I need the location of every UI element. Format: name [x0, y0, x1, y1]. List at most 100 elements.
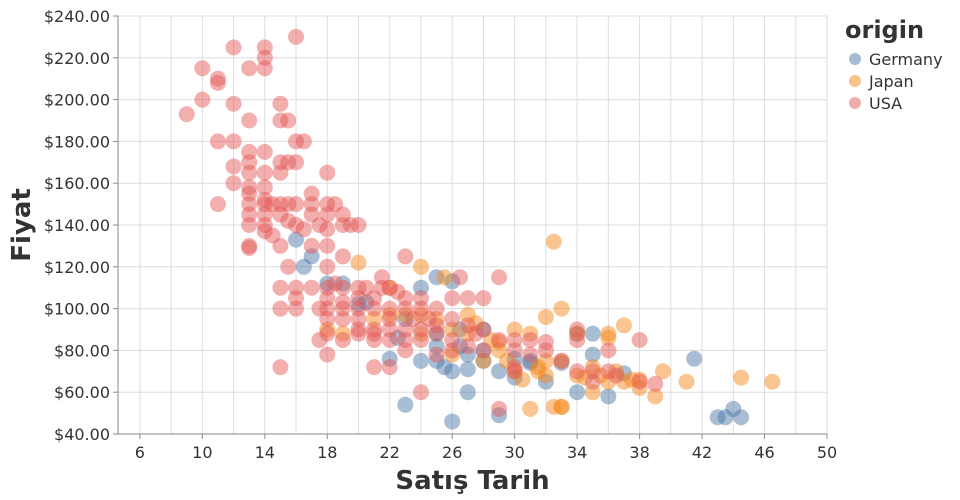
data-point-usa — [397, 321, 414, 338]
data-point-usa — [569, 331, 586, 348]
data-point-usa — [405, 311, 422, 328]
data-point-germany — [452, 338, 469, 355]
data-point-usa — [350, 290, 367, 307]
data-point-germany — [584, 325, 601, 342]
data-point-usa — [334, 331, 351, 348]
data-point-usa — [350, 321, 367, 338]
data-point-japan — [522, 325, 539, 342]
data-point-usa — [319, 221, 336, 238]
data-point-usa — [491, 269, 508, 286]
data-point-usa — [272, 196, 289, 213]
data-point-usa — [241, 179, 258, 196]
data-point-germany — [475, 321, 492, 338]
data-point-usa — [506, 363, 523, 380]
data-point-japan — [483, 331, 500, 348]
data-point-germany — [428, 269, 445, 286]
data-point-usa — [334, 300, 351, 317]
data-point-usa — [506, 342, 523, 359]
data-point-usa — [467, 325, 484, 342]
data-point-usa — [647, 375, 664, 392]
data-point-usa — [459, 290, 476, 307]
data-point-usa — [256, 206, 273, 223]
data-point-usa — [381, 311, 398, 328]
data-point-japan — [428, 311, 445, 328]
data-point-usa — [608, 367, 625, 384]
data-point-japan — [530, 363, 547, 380]
data-point-usa — [584, 363, 601, 380]
data-point-japan — [553, 398, 570, 415]
data-point-japan — [600, 373, 617, 390]
data-point-japan — [537, 367, 554, 384]
data-point-usa — [444, 331, 461, 348]
data-point-usa — [381, 279, 398, 296]
data-point-usa — [319, 346, 336, 363]
data-point-japan — [319, 321, 336, 338]
data-point-usa — [256, 49, 273, 66]
data-point-usa — [288, 196, 305, 213]
x-tick-label: 38 — [629, 443, 649, 462]
data-point-japan — [444, 346, 461, 363]
data-point-japan — [334, 325, 351, 342]
data-point-usa — [373, 279, 390, 296]
data-point-usa — [334, 206, 351, 223]
data-point-germany — [733, 409, 750, 426]
data-point-usa — [319, 279, 336, 296]
data-point-usa — [319, 300, 336, 317]
y-tick-label: $160.00 — [44, 174, 110, 193]
data-point-japan — [569, 325, 586, 342]
data-point-usa — [295, 221, 312, 238]
data-point-japan — [530, 359, 547, 376]
data-point-usa — [256, 191, 273, 208]
data-point-usa — [350, 325, 367, 342]
data-point-usa — [319, 258, 336, 275]
data-point-usa — [272, 206, 289, 223]
data-point-germany — [428, 325, 445, 342]
data-point-usa — [311, 300, 328, 317]
data-point-usa — [178, 106, 195, 123]
data-point-germany — [350, 296, 367, 313]
data-point-japan — [459, 306, 476, 323]
legend-swatch-japan — [849, 75, 861, 87]
x-tick-label: 26 — [442, 443, 462, 462]
data-point-japan — [412, 325, 429, 342]
data-point-usa — [272, 237, 289, 254]
data-point-japan — [545, 233, 562, 250]
data-points — [178, 28, 781, 430]
data-point-usa — [631, 373, 648, 390]
data-point-japan — [608, 363, 625, 380]
data-point-usa — [381, 359, 398, 376]
data-point-usa — [569, 321, 586, 338]
data-point-usa — [272, 112, 289, 129]
y-tick-label: $240.00 — [44, 7, 110, 26]
legend-swatch-usa — [849, 97, 861, 109]
data-point-usa — [428, 346, 445, 363]
data-point-japan — [569, 367, 586, 384]
data-point-usa — [256, 223, 273, 240]
data-point-japan — [467, 315, 484, 332]
data-point-usa — [272, 300, 289, 317]
data-point-usa — [522, 346, 539, 363]
data-point-japan — [397, 306, 414, 323]
data-point-usa — [475, 321, 492, 338]
data-point-germany — [319, 275, 336, 292]
data-point-usa — [366, 300, 383, 317]
data-point-usa — [209, 196, 226, 213]
data-point-usa — [334, 311, 351, 328]
data-point-usa — [209, 70, 226, 87]
data-point-usa — [631, 331, 648, 348]
data-point-usa — [358, 279, 375, 296]
data-point-usa — [319, 164, 336, 181]
data-point-japan — [584, 359, 601, 376]
data-point-usa — [256, 196, 273, 213]
x-tick-label: 30 — [504, 443, 524, 462]
data-point-japan — [647, 388, 664, 405]
data-point-germany — [725, 400, 742, 417]
data-point-japan — [537, 308, 554, 325]
data-point-usa — [295, 133, 312, 150]
data-point-japan — [764, 373, 781, 390]
data-point-germany — [459, 361, 476, 378]
x-axis-title: Satış Tarih — [395, 466, 549, 496]
data-point-usa — [428, 317, 445, 334]
data-point-japan — [678, 373, 695, 390]
data-point-usa — [319, 325, 336, 342]
